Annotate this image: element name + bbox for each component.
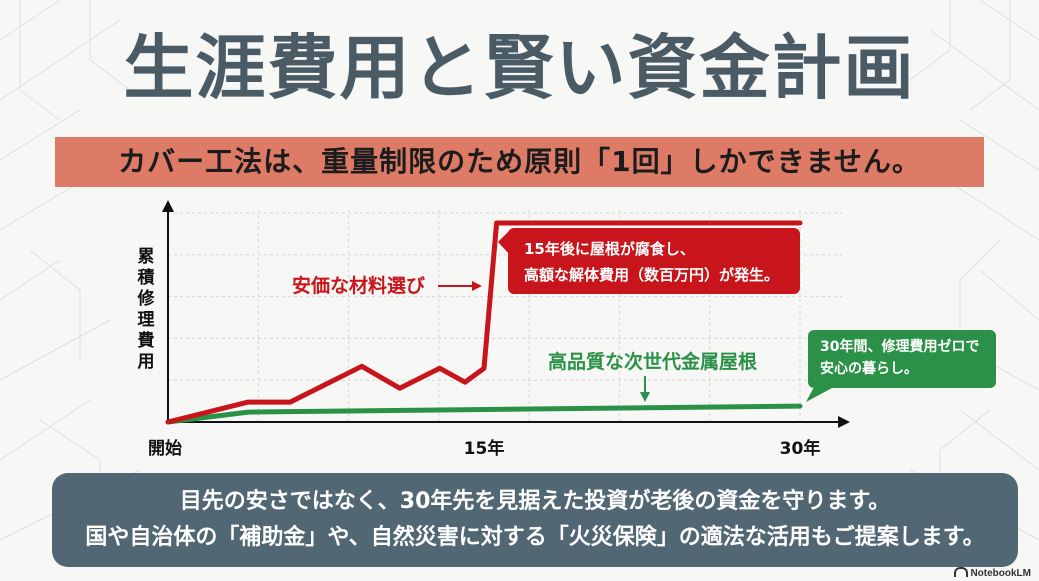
series-line-0: [165, 220, 803, 425]
series-label-cheap-arrowhead: [472, 281, 482, 291]
cost-chart: 累積修理費用 開始 15年 30年 安価な材料選び 高品質な次世代金属屋根 15年後…: [137, 200, 996, 459]
annotation-corrosion: 15年後に屋根が腐食し、高額な解体費用（数百万円）が発生。: [498, 228, 800, 294]
series-label-premium-arrowhead: [640, 392, 650, 402]
annotation-no-repair: 30年間、修理費用ゼロで安心の暮らし。: [806, 330, 996, 402]
y-axis-label: 累積修理費用: [137, 247, 156, 372]
summary-line-2: 国や自治体の「補助金」や、自然災害に対する「火災保険」の適法な活用もご提案します…: [85, 525, 985, 550]
y-axis-arrow: [162, 200, 174, 212]
summary-box: 目先の安さではなく、30年先を見据えた投資が老後の資金を守ります。 国や自治体の…: [52, 473, 1018, 567]
warning-banner: カバー工法は、重量制限のため原則「1回」しかできません。: [55, 137, 984, 187]
series-line-1: [165, 403, 803, 425]
brand-watermark: NotebookLM: [954, 567, 1031, 579]
brand-name: NotebookLM: [970, 568, 1031, 579]
x-tick-label: 30年: [780, 438, 821, 459]
series-label-premium: 高品質な次世代金属屋根: [548, 350, 757, 373]
annotation-corrosion-text: 15年後に屋根が腐食し、高額な解体費用（数百万円）が発生。: [524, 240, 779, 284]
series-label-cheap: 安価な材料選び: [292, 274, 425, 297]
annotation-no-repair-text: 30年間、修理費用ゼロで安心の暮らし。: [820, 338, 979, 377]
x-tick-label: 15年: [464, 438, 505, 459]
series-labels: 安価な材料選び 高品質な次世代金属屋根: [292, 274, 757, 402]
chart-series: [165, 220, 803, 425]
summary-line-1: 目先の安さではなく、30年先を見据えた投資が老後の資金を守ります。: [179, 489, 891, 514]
x-tick-labels: 開始 15年 30年: [148, 438, 820, 459]
page-title: 生涯費用と賢い資金計画: [123, 27, 916, 109]
x-tick-label: 開始: [148, 438, 182, 459]
x-axis-arrow: [838, 416, 850, 428]
notebooklm-logo-icon: [954, 567, 969, 577]
chart-axes: [162, 200, 850, 428]
